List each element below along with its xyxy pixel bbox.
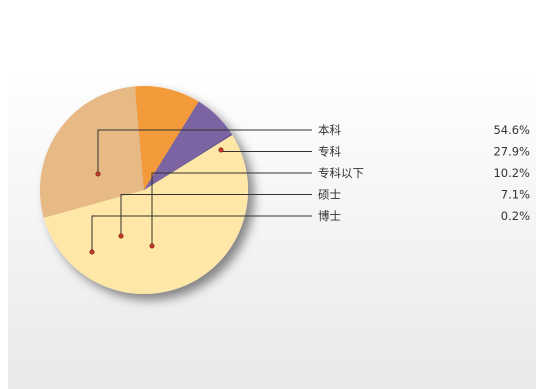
leader-lines (89, 129, 312, 255)
slice-2 (134, 86, 199, 190)
leader-dot-1 (218, 147, 224, 153)
slice-0 (43, 134, 248, 294)
slice-label-4: 博士 (318, 209, 341, 223)
slice-1 (39, 86, 144, 218)
leader-line-0 (97, 129, 312, 174)
slice-4 (144, 133, 233, 190)
slice-value-1: 27.9% (493, 145, 530, 159)
leader-dot-2 (149, 243, 155, 249)
slice-label-1: 专科 (318, 145, 341, 159)
leader-dot-4 (89, 249, 95, 255)
leader-line-2 (151, 172, 312, 246)
slice-value-0: 54.6% (493, 123, 530, 137)
slice-label-0: 本科 (318, 123, 341, 137)
slice-labels: 本科 54.6% 专科 27.9% 专科以下 10.2% 硕士 7.1% 博士 0.2% (318, 123, 530, 223)
slice-value-4: 0.2% (501, 209, 530, 223)
slice-value-2: 10.2% (493, 166, 530, 180)
slice-value-3: 7.1% (501, 188, 530, 202)
slice-label-3: 硕士 (318, 188, 341, 202)
pie-slices (39, 86, 248, 294)
slice-label-2: 专科以下 (318, 166, 364, 180)
slice-3 (144, 101, 232, 190)
leader-line-3 (120, 194, 312, 236)
leader-dot-0 (95, 171, 101, 177)
leader-line-4 (91, 215, 312, 252)
leader-dot-3 (118, 233, 124, 239)
